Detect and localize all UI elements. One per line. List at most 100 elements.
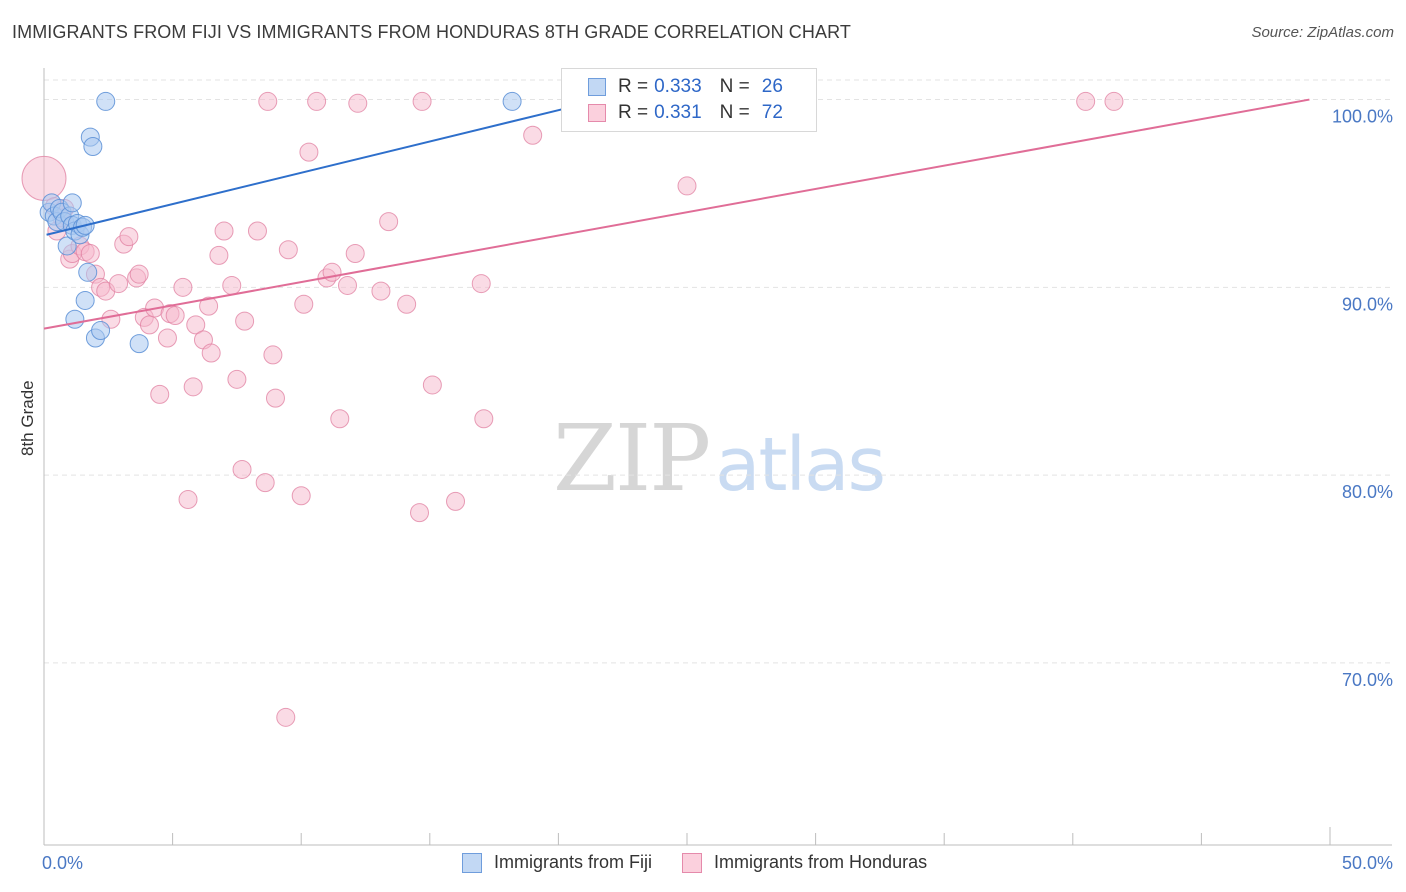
y-tick-labels: 100.0% 90.0% 80.0% 70.0% (1332, 107, 1393, 690)
fiji-point (502, 91, 522, 111)
watermark-atlas: atlas (715, 422, 886, 508)
fiji-trend-line (46, 107, 564, 236)
fiji-legend-swatch (462, 852, 482, 873)
legend-item-honduras[interactable]: Immigrants from Honduras (682, 852, 927, 873)
honduras-point (258, 91, 278, 111)
fiji-point (57, 236, 77, 256)
honduras-point (209, 245, 229, 265)
honduras-point (446, 491, 466, 511)
fiji-points (39, 91, 522, 354)
honduras-point (397, 294, 417, 314)
honduras-point (276, 707, 296, 727)
honduras-point (150, 384, 170, 404)
y-tick-label: 100.0% (1332, 107, 1393, 127)
honduras-point (139, 315, 159, 335)
honduras-point (345, 244, 365, 264)
honduras-r-label: R = (618, 102, 649, 123)
honduras-trend-line (43, 98, 1310, 330)
series-legend: Immigrants from Fiji Immigrants from Hon… (462, 852, 957, 873)
fiji-point (96, 91, 116, 111)
watermark-zip: ZIP (553, 405, 711, 512)
legend-row-fiji: R = 0.333 N = 26 (588, 75, 783, 99)
source-credit: Source: ZipAtlas.com (1251, 24, 1394, 41)
fiji-point (91, 321, 111, 341)
honduras-legend-swatch (682, 852, 703, 873)
trend-lines (43, 98, 1310, 330)
fiji-point (129, 334, 149, 354)
honduras-point (201, 343, 221, 363)
honduras-point (232, 459, 252, 479)
honduras-point (307, 91, 327, 111)
honduras-r-value: 0.331 (654, 102, 702, 123)
honduras-point (299, 142, 319, 162)
honduras-point (471, 274, 491, 294)
honduras-point (173, 277, 193, 297)
honduras-point (371, 281, 391, 301)
honduras-point (178, 490, 198, 510)
honduras-point (422, 375, 442, 395)
fiji-point (62, 193, 82, 213)
honduras-point (337, 275, 357, 295)
honduras-point (348, 93, 368, 113)
honduras-point (119, 227, 139, 247)
fiji-point (65, 309, 85, 329)
fiji-legend-label: Immigrants from Fiji (494, 852, 653, 872)
fiji-swatch (588, 78, 606, 96)
legend-row-honduras: R = 0.331 N = 72 (588, 101, 783, 125)
fiji-r-label: R = (618, 76, 649, 97)
honduras-point (222, 275, 242, 295)
x-tick-labels: 0.0% 50.0% (42, 853, 1393, 873)
fiji-n-label: N = (719, 76, 750, 97)
honduras-point (235, 311, 255, 331)
honduras-point (278, 240, 298, 260)
honduras-point (263, 345, 283, 365)
fiji-n-value: 26 (761, 76, 783, 97)
honduras-n-value: 72 (761, 102, 783, 123)
honduras-point (199, 296, 219, 316)
fiji-point (78, 262, 98, 282)
y-tick-label: 90.0% (1342, 294, 1393, 314)
honduras-point (214, 221, 234, 241)
honduras-point (330, 409, 350, 429)
honduras-point (109, 274, 129, 294)
honduras-point (412, 91, 432, 111)
honduras-points (21, 91, 1124, 727)
honduras-point (183, 377, 203, 397)
fiji-point (75, 290, 95, 310)
x-tick-label: 50.0% (1342, 853, 1393, 873)
chart-title: IMMIGRANTS FROM FIJI VS IMMIGRANTS FROM … (12, 22, 851, 42)
honduras-point (1104, 91, 1124, 111)
stats-legend: R = 0.333 N = 26 R = 0.331 N = 72 (561, 68, 817, 132)
honduras-legend-label: Immigrants from Honduras (714, 852, 928, 872)
y-axis-label: 8th Grade (18, 380, 37, 456)
honduras-point (247, 221, 267, 241)
fiji-r-value: 0.333 (654, 76, 702, 97)
honduras-point (291, 486, 311, 506)
fiji-point (83, 136, 103, 156)
x-tick-label: 0.0% (42, 853, 83, 873)
honduras-point (474, 409, 494, 429)
honduras-n-label: N = (719, 102, 750, 123)
honduras-point (129, 264, 149, 284)
honduras-point (294, 294, 314, 314)
y-tick-label: 80.0% (1342, 482, 1393, 502)
axes (43, 68, 1392, 846)
honduras-point (410, 503, 430, 523)
y-tick-label: 70.0% (1342, 670, 1393, 690)
honduras-point (21, 155, 67, 201)
honduras-point (165, 305, 185, 325)
honduras-point (379, 212, 399, 232)
honduras-point (255, 473, 275, 493)
honduras-point (523, 125, 543, 145)
legend-item-fiji[interactable]: Immigrants from Fiji (462, 852, 652, 873)
honduras-point (1076, 91, 1096, 111)
honduras-point (227, 369, 247, 389)
honduras-swatch (588, 104, 606, 122)
grid-lines (44, 79, 1392, 664)
honduras-point (80, 244, 100, 264)
watermark: ZIPatlas (553, 405, 886, 512)
honduras-point (157, 328, 177, 348)
honduras-point (677, 176, 697, 196)
honduras-point (265, 388, 285, 408)
